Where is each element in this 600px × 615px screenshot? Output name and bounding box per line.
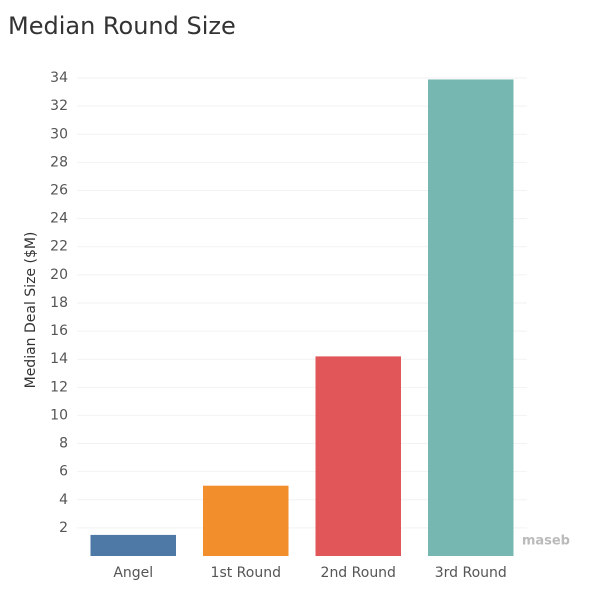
y-tick-label: 32: [50, 98, 68, 114]
x-tick-label: 2nd Round: [321, 565, 396, 581]
y-tick-label: 4: [59, 492, 68, 508]
bar: [315, 356, 401, 556]
y-tick-label: 34: [50, 70, 68, 86]
bar: [90, 534, 176, 556]
x-tick-label: 1st Round: [211, 565, 281, 581]
bar: [428, 79, 514, 556]
y-tick-label: 16: [50, 323, 68, 339]
x-tick-label: Angel: [113, 565, 153, 581]
y-tick-label: 26: [50, 183, 68, 199]
y-tick-label: 24: [50, 211, 68, 227]
y-tick-label: 12: [50, 379, 68, 395]
y-tick-label: 10: [50, 407, 68, 423]
y-axis-label: Median Deal Size ($M): [23, 232, 39, 389]
y-tick-label: 28: [50, 154, 68, 170]
y-tick-label: 6: [59, 464, 68, 480]
y-tick-label: 2: [59, 520, 68, 536]
y-tick-label: 8: [59, 436, 68, 452]
bar: [203, 485, 289, 556]
y-tick-label: 14: [50, 351, 68, 367]
y-tick-label: 20: [50, 267, 68, 283]
y-tick-label: 18: [50, 295, 68, 311]
y-tick-label: 22: [50, 239, 68, 255]
x-tick-label: 3rd Round: [435, 565, 507, 581]
watermark: maseb: [522, 534, 570, 549]
chart-title: Median Round Size: [8, 12, 236, 40]
y-tick-label: 30: [50, 126, 68, 142]
